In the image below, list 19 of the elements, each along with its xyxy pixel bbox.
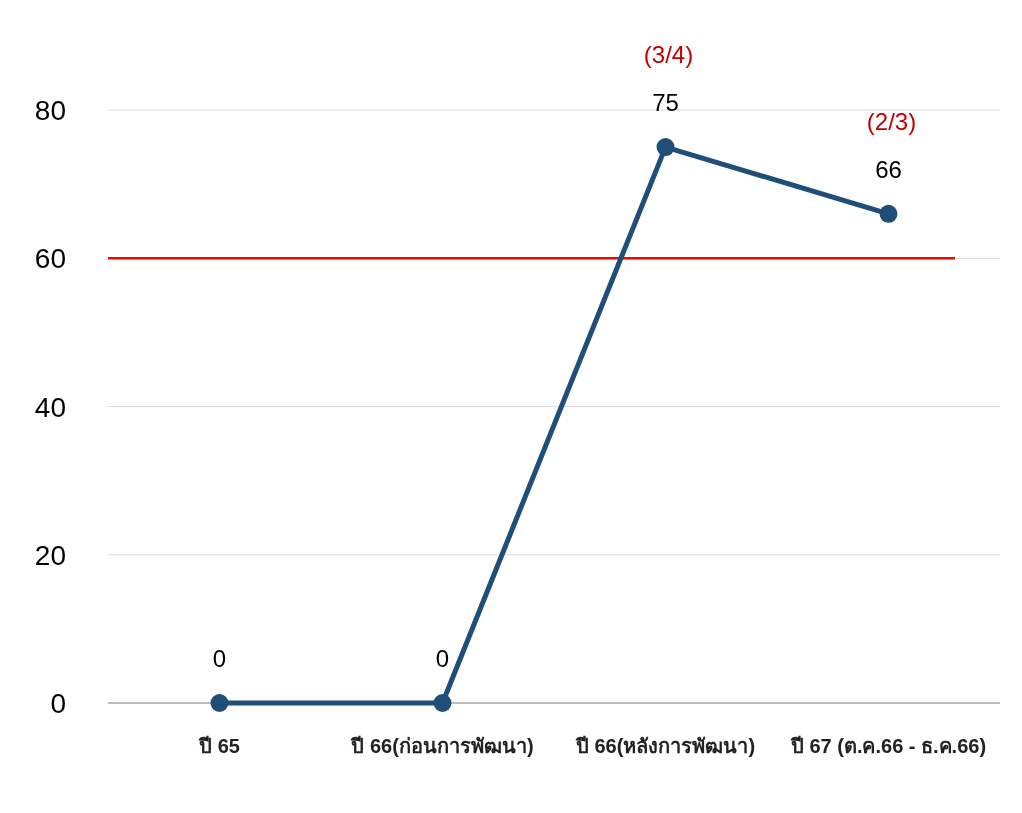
data-label: 0 (212, 645, 227, 672)
y-tick-label: 60 (34, 243, 66, 275)
x-tick-label: ปี 67 (ต.ค.66 - ธ.ค.66) (789, 735, 987, 757)
point (656, 138, 675, 157)
x-tick-label: ปี 66(หลังการพัฒนา) (574, 735, 756, 757)
y-tick-label: 80 (34, 95, 66, 126)
point (210, 694, 229, 712)
point (433, 694, 452, 712)
y-tick-label: 20 (34, 539, 66, 571)
x-tick-label: ปี 65 (198, 735, 240, 757)
data-label: 66 (875, 155, 902, 183)
y-tick-label: 0 (50, 688, 66, 719)
data-label: 0 (435, 645, 450, 672)
point (879, 204, 898, 223)
y-tick-label: 40 (34, 391, 66, 423)
data-label: 75 (652, 89, 679, 117)
annotation: (2/3) (866, 107, 917, 135)
x-tick-label: ปี 66(ก่อนการพัฒนา) (350, 735, 534, 757)
text: (3/4) (643, 41, 694, 69)
